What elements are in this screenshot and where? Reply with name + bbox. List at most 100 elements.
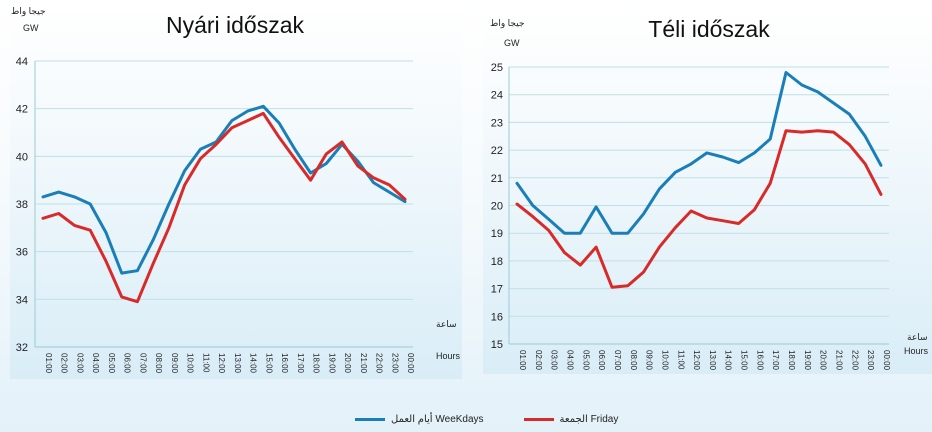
summer-point-weekdays: [403, 200, 407, 203]
winter-point-friday: [737, 222, 740, 225]
summer-point-friday: [89, 229, 92, 232]
summer-point-friday: [403, 198, 407, 201]
winter-point-friday: [689, 209, 693, 213]
winter-xtick-label: 01:00: [518, 350, 527, 371]
winter-xtick-label: 17:00: [771, 350, 780, 371]
summer-point-weekdays: [136, 269, 139, 272]
winter-point-friday: [642, 270, 645, 274]
winter-point-weekdays: [753, 151, 756, 155]
winter-xlabel-ar: ساعة: [907, 332, 927, 342]
legend-friday: الجمعة Friday: [523, 414, 618, 425]
summer-xtick-label: 09:00: [170, 353, 179, 374]
winter-xtick-label: 02:00: [534, 350, 543, 371]
winter-point-weekdays: [610, 232, 614, 235]
summer-point-friday: [167, 226, 171, 230]
winter-point-weekdays: [848, 112, 851, 116]
summer-point-weekdays: [41, 195, 45, 199]
summer-point-weekdays: [104, 231, 108, 234]
winter-ytick-label: 15: [491, 339, 503, 351]
summer-xtick-label: 07:00: [138, 353, 147, 374]
winter-point-friday: [531, 215, 535, 218]
summer-xtick-label: 21:00: [359, 353, 368, 374]
winter-xtick-label: 00:00: [882, 350, 891, 371]
winter-xtick-label: 08:00: [629, 350, 638, 371]
summer-series-friday: [41, 111, 407, 304]
summer-point-weekdays: [388, 190, 391, 194]
summer-xtick-label: 22:00: [375, 353, 384, 374]
summer-point-friday: [57, 212, 60, 215]
summer-ytick-label: 34: [16, 294, 28, 306]
summer-point-friday: [356, 164, 359, 168]
summer-xtick-label: 12:00: [217, 353, 226, 374]
summer-point-friday: [199, 157, 202, 160]
winter-chart-title: Téli időszak: [648, 16, 770, 42]
winter-point-friday: [832, 130, 835, 134]
winter-point-friday: [610, 286, 614, 289]
winter-series-weekdays: [515, 71, 883, 235]
winter-point-weekdays: [547, 218, 550, 221]
winter-ytick-label: 22: [491, 145, 503, 157]
summer-point-friday: [388, 183, 391, 187]
winter-point-weekdays: [626, 232, 629, 235]
summer-point-friday: [246, 119, 249, 122]
winter-point-friday: [848, 143, 851, 146]
winter-point-weekdays: [721, 155, 724, 159]
summer-xtick-label: 11:00: [201, 353, 210, 373]
summer-xtick-label: 17:00: [296, 353, 305, 374]
winter-point-weekdays: [816, 90, 819, 94]
summer-point-friday: [183, 183, 186, 187]
summer-xtick-label: 01:00: [44, 353, 53, 374]
summer-point-weekdays: [309, 171, 312, 175]
winter-point-friday: [674, 226, 677, 229]
friday-swatch: [523, 417, 554, 421]
winter-point-friday: [879, 193, 883, 196]
legend-weekdays-label: أيام العمل WeeKdays: [391, 413, 484, 425]
winter-ytick-label: 17: [491, 284, 503, 296]
summer-xtick-label: 10:00: [186, 353, 195, 374]
summer-point-friday: [372, 176, 375, 179]
winter-point-friday: [515, 202, 519, 206]
summer-point-weekdays: [246, 109, 249, 113]
winter-point-friday: [800, 130, 804, 134]
chart-legend: أيام العمل WeeKdays الجمعة Friday: [355, 410, 658, 428]
summer-point-friday: [104, 260, 108, 263]
summer-ytick-label: 32: [16, 342, 28, 354]
winter-point-weekdays: [800, 83, 804, 87]
summer-point-weekdays: [230, 119, 234, 122]
winter-point-weekdays: [705, 151, 709, 155]
summer-xtick-label: 02:00: [60, 353, 69, 374]
summer-point-friday: [293, 157, 297, 160]
summer-point-weekdays: [262, 105, 265, 108]
winter-point-weekdays: [832, 101, 835, 105]
summer-point-weekdays: [73, 195, 76, 199]
summer-point-friday: [262, 112, 265, 115]
summer-point-friday: [120, 295, 123, 299]
winter-point-weekdays: [863, 135, 867, 138]
winter-ytick-label: 24: [491, 90, 503, 102]
winter-ytick-label: 25: [491, 62, 503, 74]
winter-point-weekdays: [531, 204, 535, 207]
winter-ytick-label: 20: [491, 201, 503, 213]
winter-xtick-label: 22:00: [850, 350, 859, 371]
winter-xtick-label: 06:00: [597, 350, 606, 371]
winter-xtick-label: 04:00: [565, 350, 574, 371]
summer-point-weekdays: [151, 238, 155, 241]
winter-xtick-label: 03:00: [550, 350, 559, 371]
summer-point-weekdays: [167, 202, 171, 206]
summer-xtick-label: 16:00: [280, 353, 289, 374]
winter-xtick-label: 18:00: [787, 350, 796, 371]
winter-point-friday: [784, 129, 788, 132]
summer-xtick-label: 14:00: [249, 353, 258, 374]
summer-xtick-label: 04:00: [91, 353, 100, 374]
winter-point-friday: [579, 263, 582, 267]
summer-ytick-label: 42: [16, 104, 28, 116]
summer-point-weekdays: [199, 147, 202, 151]
legend-weekdays: أيام العمل WeeKdays: [355, 414, 484, 425]
winter-point-weekdays: [515, 182, 519, 185]
winter-ytick-label: 18: [491, 256, 503, 268]
summer-xtick-label: 20:00: [343, 353, 352, 374]
summer-point-weekdays: [325, 162, 328, 165]
winter-xtick-label: 09:00: [645, 350, 654, 371]
summer-point-friday: [277, 136, 281, 139]
